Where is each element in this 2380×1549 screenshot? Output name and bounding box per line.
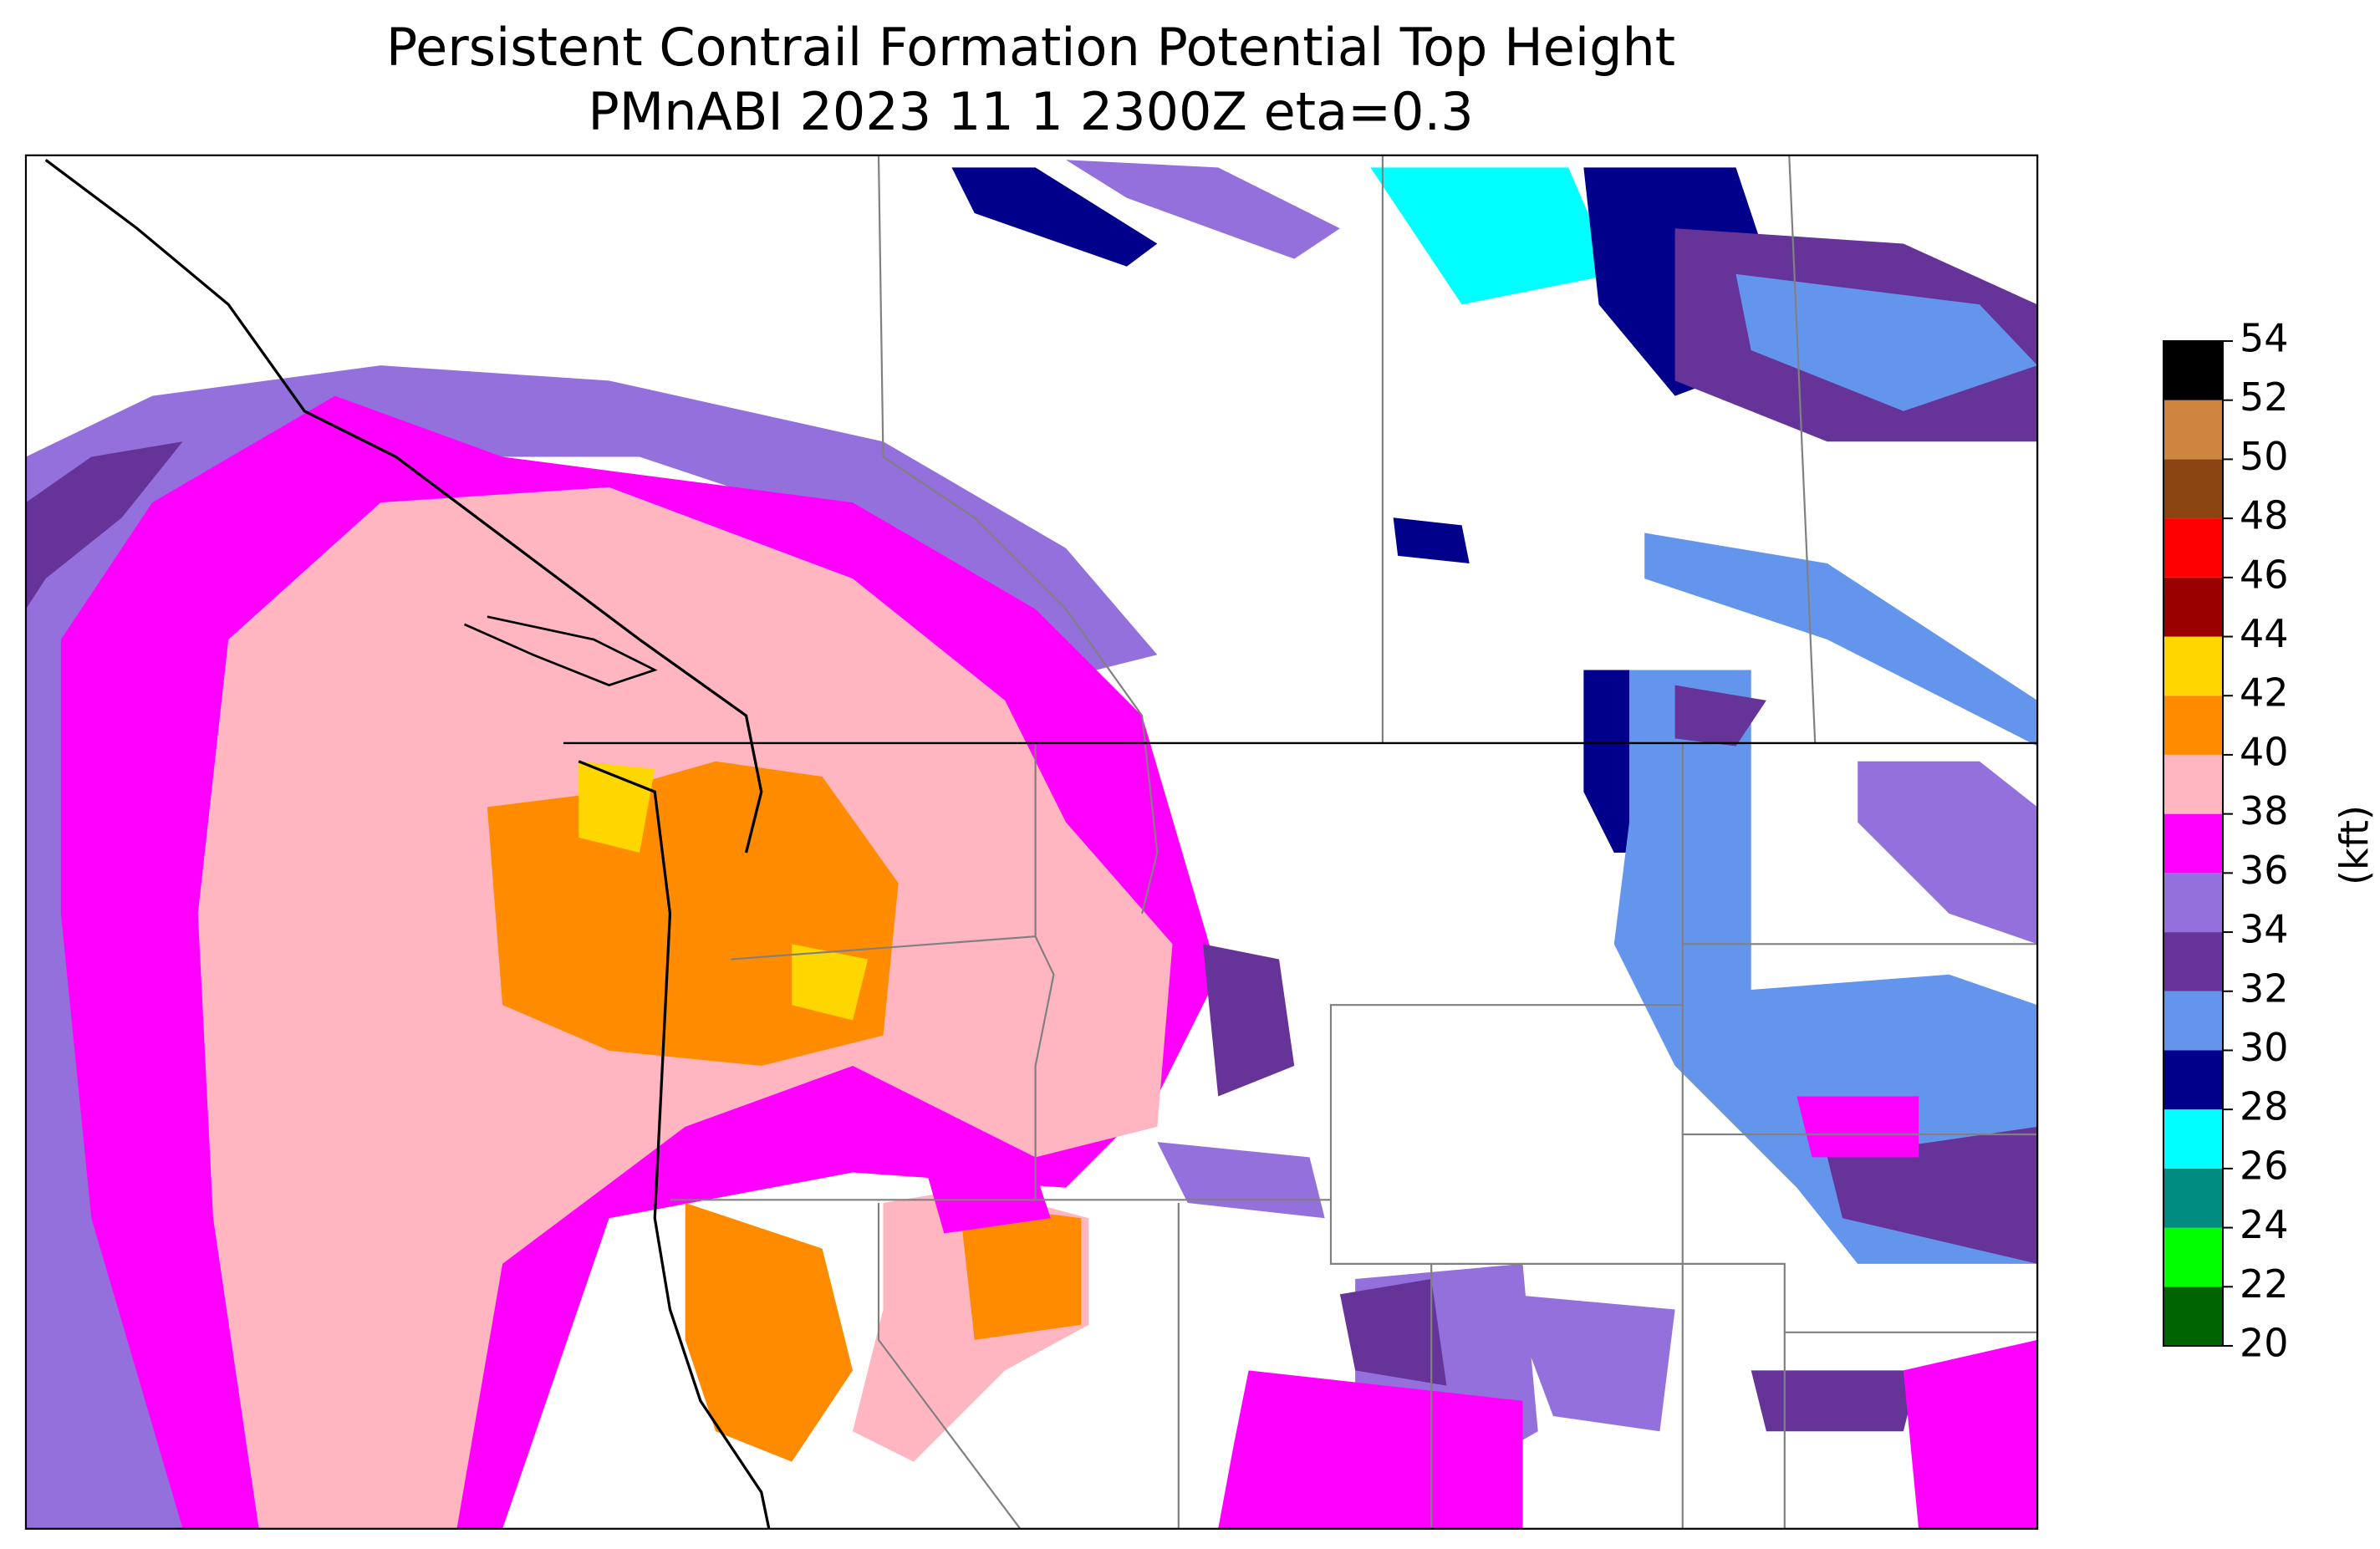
colorbar-segment bbox=[2163, 577, 2223, 637]
colorbar-tick-label: 50 bbox=[2240, 434, 2289, 479]
borders bbox=[44, 155, 2038, 1530]
colorbar-segment bbox=[2163, 1287, 2223, 1346]
colorbar-segment bbox=[2163, 696, 2223, 755]
colorbar-segment bbox=[2163, 991, 2223, 1051]
colorbar-tick-label: 52 bbox=[2240, 375, 2289, 420]
title-line-2: PMnABI 2023 11 1 2300Z eta=0.3 bbox=[588, 81, 1473, 142]
colorbar-segment bbox=[2163, 1227, 2223, 1287]
colorbar-tick-label: 32 bbox=[2240, 966, 2289, 1011]
colorbar-segment bbox=[2163, 754, 2223, 814]
colorbar-tick-label: 28 bbox=[2240, 1084, 2289, 1129]
colorbar-segment bbox=[2163, 518, 2223, 578]
colorbar-tick-label: 22 bbox=[2240, 1261, 2289, 1307]
colorbar-segment bbox=[2163, 873, 2223, 933]
colorbar-segment bbox=[2163, 400, 2223, 460]
colorbar-tick-label: 54 bbox=[2240, 316, 2289, 361]
colorbar-segment bbox=[2163, 1168, 2223, 1228]
colorbar-tick-label: 38 bbox=[2240, 788, 2289, 833]
colorbar-segment bbox=[2163, 1109, 2223, 1169]
colorbar-segment bbox=[2163, 932, 2223, 991]
title-line-1: Persistent Contrail Formation Potential … bbox=[386, 17, 1675, 78]
colorbar-tick-label: 24 bbox=[2240, 1202, 2289, 1247]
colorbar-segment bbox=[2163, 459, 2223, 519]
colorbar-tick-label: 42 bbox=[2240, 670, 2289, 716]
colorbar-frame bbox=[2163, 340, 2224, 1347]
colorbar: 20 22 24 26 28 30 32 34 36 38 40 42 44 46 48 50 52 54 bbox=[2163, 316, 2289, 1366]
colorbar-label: (kft) bbox=[2332, 805, 2377, 885]
colorbar-tick-label: 48 bbox=[2240, 493, 2289, 538]
map-fields bbox=[25, 160, 2038, 1529]
colorbar-segment bbox=[2163, 636, 2223, 696]
colorbar-tick-label: 36 bbox=[2240, 848, 2289, 893]
colorbar-segment bbox=[2163, 813, 2223, 874]
colorbar-tick-label: 46 bbox=[2240, 552, 2289, 597]
colorbar-tick-label: 20 bbox=[2240, 1321, 2289, 1366]
map-frame bbox=[24, 154, 2039, 1530]
colorbar-segment bbox=[2163, 341, 2223, 400]
colorbar-tick-label: 40 bbox=[2240, 729, 2289, 774]
colorbar-tick-label: 26 bbox=[2240, 1143, 2289, 1188]
colorbar-tick-label: 34 bbox=[2240, 907, 2289, 952]
colorbar-tick-label: 44 bbox=[2240, 611, 2289, 656]
map bbox=[24, 154, 2039, 1530]
colorbar-segment bbox=[2163, 1050, 2223, 1110]
colorbar-tick-label: 30 bbox=[2240, 1025, 2289, 1070]
